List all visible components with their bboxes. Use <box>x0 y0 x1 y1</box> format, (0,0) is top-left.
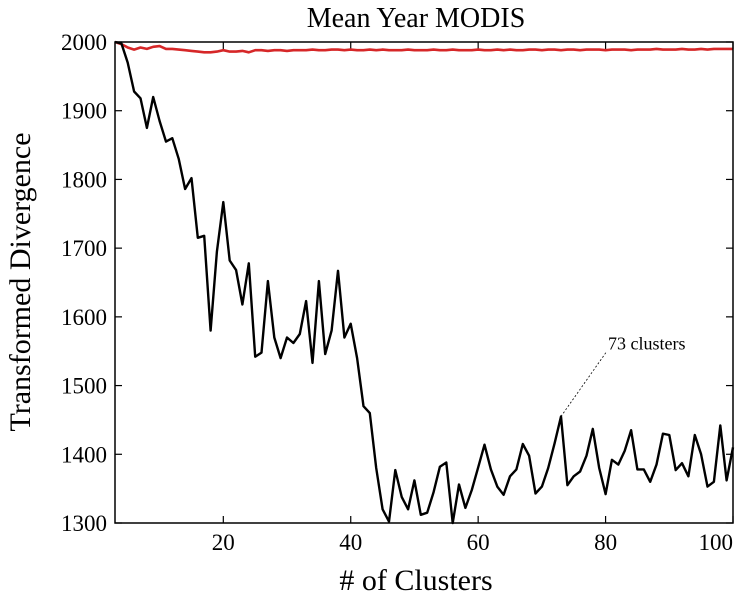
y-tick-label: 1800 <box>61 167 107 192</box>
x-tick-label: 80 <box>594 530 617 555</box>
annotation-label: 73 clusters <box>608 333 685 353</box>
series-line-1 <box>114 40 733 54</box>
x-tick-label: 40 <box>339 530 362 555</box>
series-line-2 <box>114 40 735 525</box>
y-tick-label: 1500 <box>61 374 107 399</box>
plot-frame <box>114 41 734 524</box>
annotation-leader <box>560 352 607 417</box>
y-axis-label: Transformed Divergence <box>4 132 37 431</box>
y-tick-label: 1400 <box>61 442 107 467</box>
x-axis: 20 40 60 80 100 <box>212 42 734 555</box>
y-tick-label: 2000 <box>61 30 107 55</box>
x-tick-label: 20 <box>212 530 235 555</box>
chart-title: Mean Year MODIS <box>307 3 526 34</box>
y-tick-label: 1700 <box>61 236 107 261</box>
x-tick-label: 100 <box>699 530 734 555</box>
y-tick-label: 1300 <box>61 511 107 536</box>
y-tick-label: 1600 <box>61 305 107 330</box>
x-tick-label: 60 <box>467 530 490 555</box>
annotation-layer: 73 clusters <box>560 333 685 417</box>
x-axis-label: # of Clusters <box>339 564 492 597</box>
y-axis: 1300 1400 1500 1600 1700 1800 1900 2000 <box>61 30 733 536</box>
y-tick-label: 1900 <box>61 99 107 124</box>
series-layer <box>114 40 735 525</box>
